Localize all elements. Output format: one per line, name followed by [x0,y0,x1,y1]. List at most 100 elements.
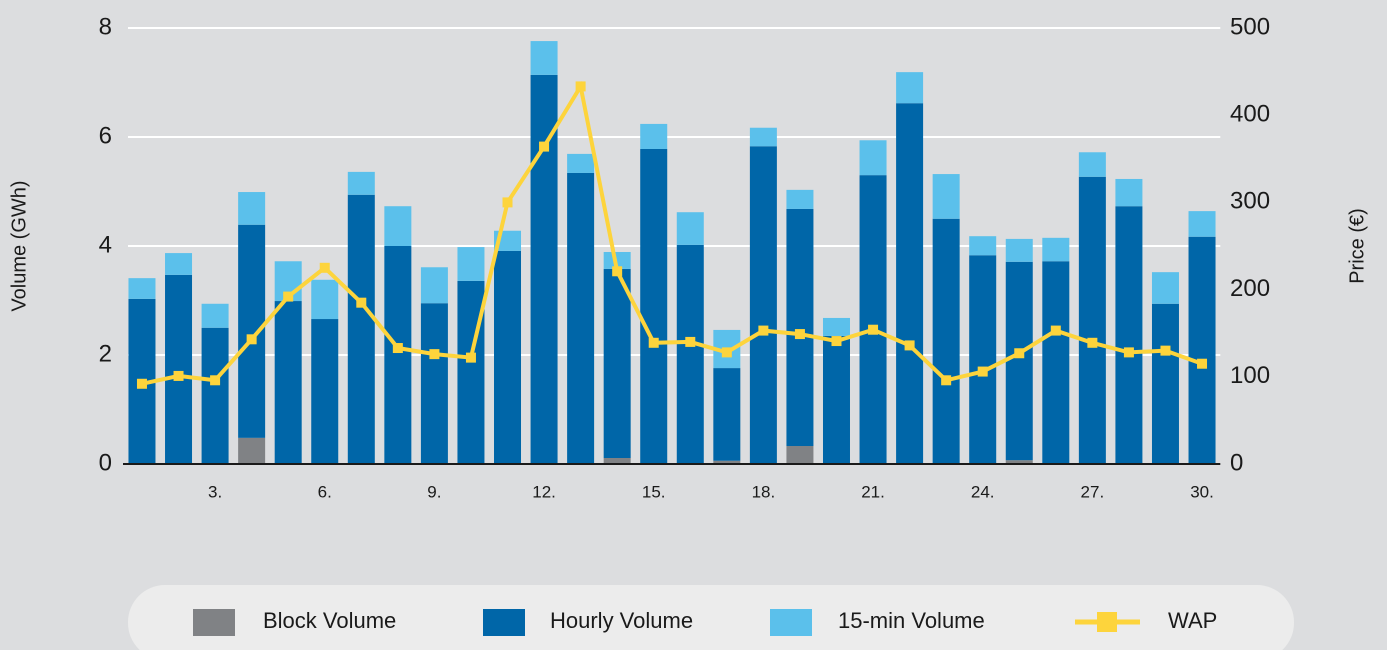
legend-label: 15-min Volume [838,608,985,633]
line-marker [721,347,732,358]
bar-segment [1188,211,1216,237]
line-marker [612,266,623,277]
bar-segment [786,446,814,464]
bar-segment [384,206,412,246]
bar-segment [347,194,375,464]
bar-segment [384,246,412,464]
line-marker [246,334,257,345]
bar-segment [749,127,777,147]
legend-label: WAP [1168,608,1217,633]
y2-tick-label: 300 [1230,188,1270,215]
y2-tick-label: 100 [1230,362,1270,389]
line-marker [1160,345,1171,356]
bar-segment [896,103,924,465]
line-marker [831,336,842,347]
bar-segment [822,317,850,336]
bar-segment [713,460,741,464]
bar-segment [1078,176,1106,464]
line-marker [575,81,586,92]
x-tick-label: 24. [971,482,995,501]
legend-label: Hourly Volume [550,608,693,633]
bar-segment [1005,261,1033,461]
line-marker [648,337,659,348]
line [141,80,1203,386]
bar-segment [420,267,448,304]
line-marker [283,291,294,302]
bar-segment [1115,206,1143,464]
bar-segment [457,280,485,464]
bar-segment [567,172,595,464]
x-tick-label: 6. [318,482,332,501]
line-marker [210,375,221,386]
y2-tick-label: 0 [1230,449,1243,476]
bar-segment [165,274,193,464]
bar-segment [1078,152,1106,177]
bar-segment [749,146,777,464]
line-marker [1197,358,1208,369]
bar-segment [859,175,887,464]
line-marker [941,375,952,386]
y-tick-label: 2 [99,340,112,367]
line-marker [539,141,550,152]
bar-segment [311,319,339,464]
y2-tick-label: 200 [1230,275,1270,302]
bar-segment [786,208,814,447]
line-marker [392,343,403,354]
bar-segment [969,255,997,464]
legend-swatch [193,609,235,636]
bar-segment [128,278,156,299]
line-marker [465,352,476,363]
x-tick-label: 9. [427,482,441,501]
line-marker [977,366,988,377]
y-tick-label: 6 [99,122,112,149]
bar-segment [457,247,485,281]
legend-swatch [770,609,812,636]
bar-segment [1188,236,1216,464]
bar-segment [420,303,448,464]
line-marker [1087,337,1098,348]
line-marker [868,324,879,335]
bar-segment [201,303,229,328]
line-marker [429,349,440,360]
bar-segment [238,437,266,464]
x-tick-label: 15. [642,482,666,501]
bar-segment [311,279,339,320]
legend-swatch [1097,612,1117,632]
bar-segment [640,123,668,149]
line-marker [1014,348,1025,359]
x-tick-label: 18. [752,482,776,501]
bar-segment [530,74,558,465]
x-tick-label: 27. [1081,482,1105,501]
line-marker [502,197,513,208]
bar-segment [896,72,924,104]
bar-segment [567,153,595,173]
line-marker [904,340,915,351]
bar-segment [713,368,741,461]
legend-box [128,585,1294,650]
x-tick-label: 3. [208,482,222,501]
bar-segment [1151,272,1179,304]
y-tick-label: 0 [99,449,112,476]
bar-segment [822,335,850,464]
bar-segment [1115,178,1143,207]
line-marker [1123,347,1134,358]
bar-segment [1005,460,1033,464]
bar-segment [494,250,522,464]
x-tick-label: 21. [861,482,885,501]
line-marker [794,329,805,340]
legend-swatch [483,609,525,636]
line-marker [173,370,184,381]
y2-tick-label: 500 [1230,13,1270,40]
bar-segment [603,251,631,269]
bar-segment [238,192,266,225]
bar-segment [603,268,631,459]
line-marker [319,262,330,273]
bar-segment [530,41,558,75]
bar-segment [786,189,814,209]
bar-segment [1151,303,1179,464]
bar-segment [859,140,887,176]
y-axis-label: Volume (GWh) [8,180,30,311]
bar-segment [1005,238,1033,262]
